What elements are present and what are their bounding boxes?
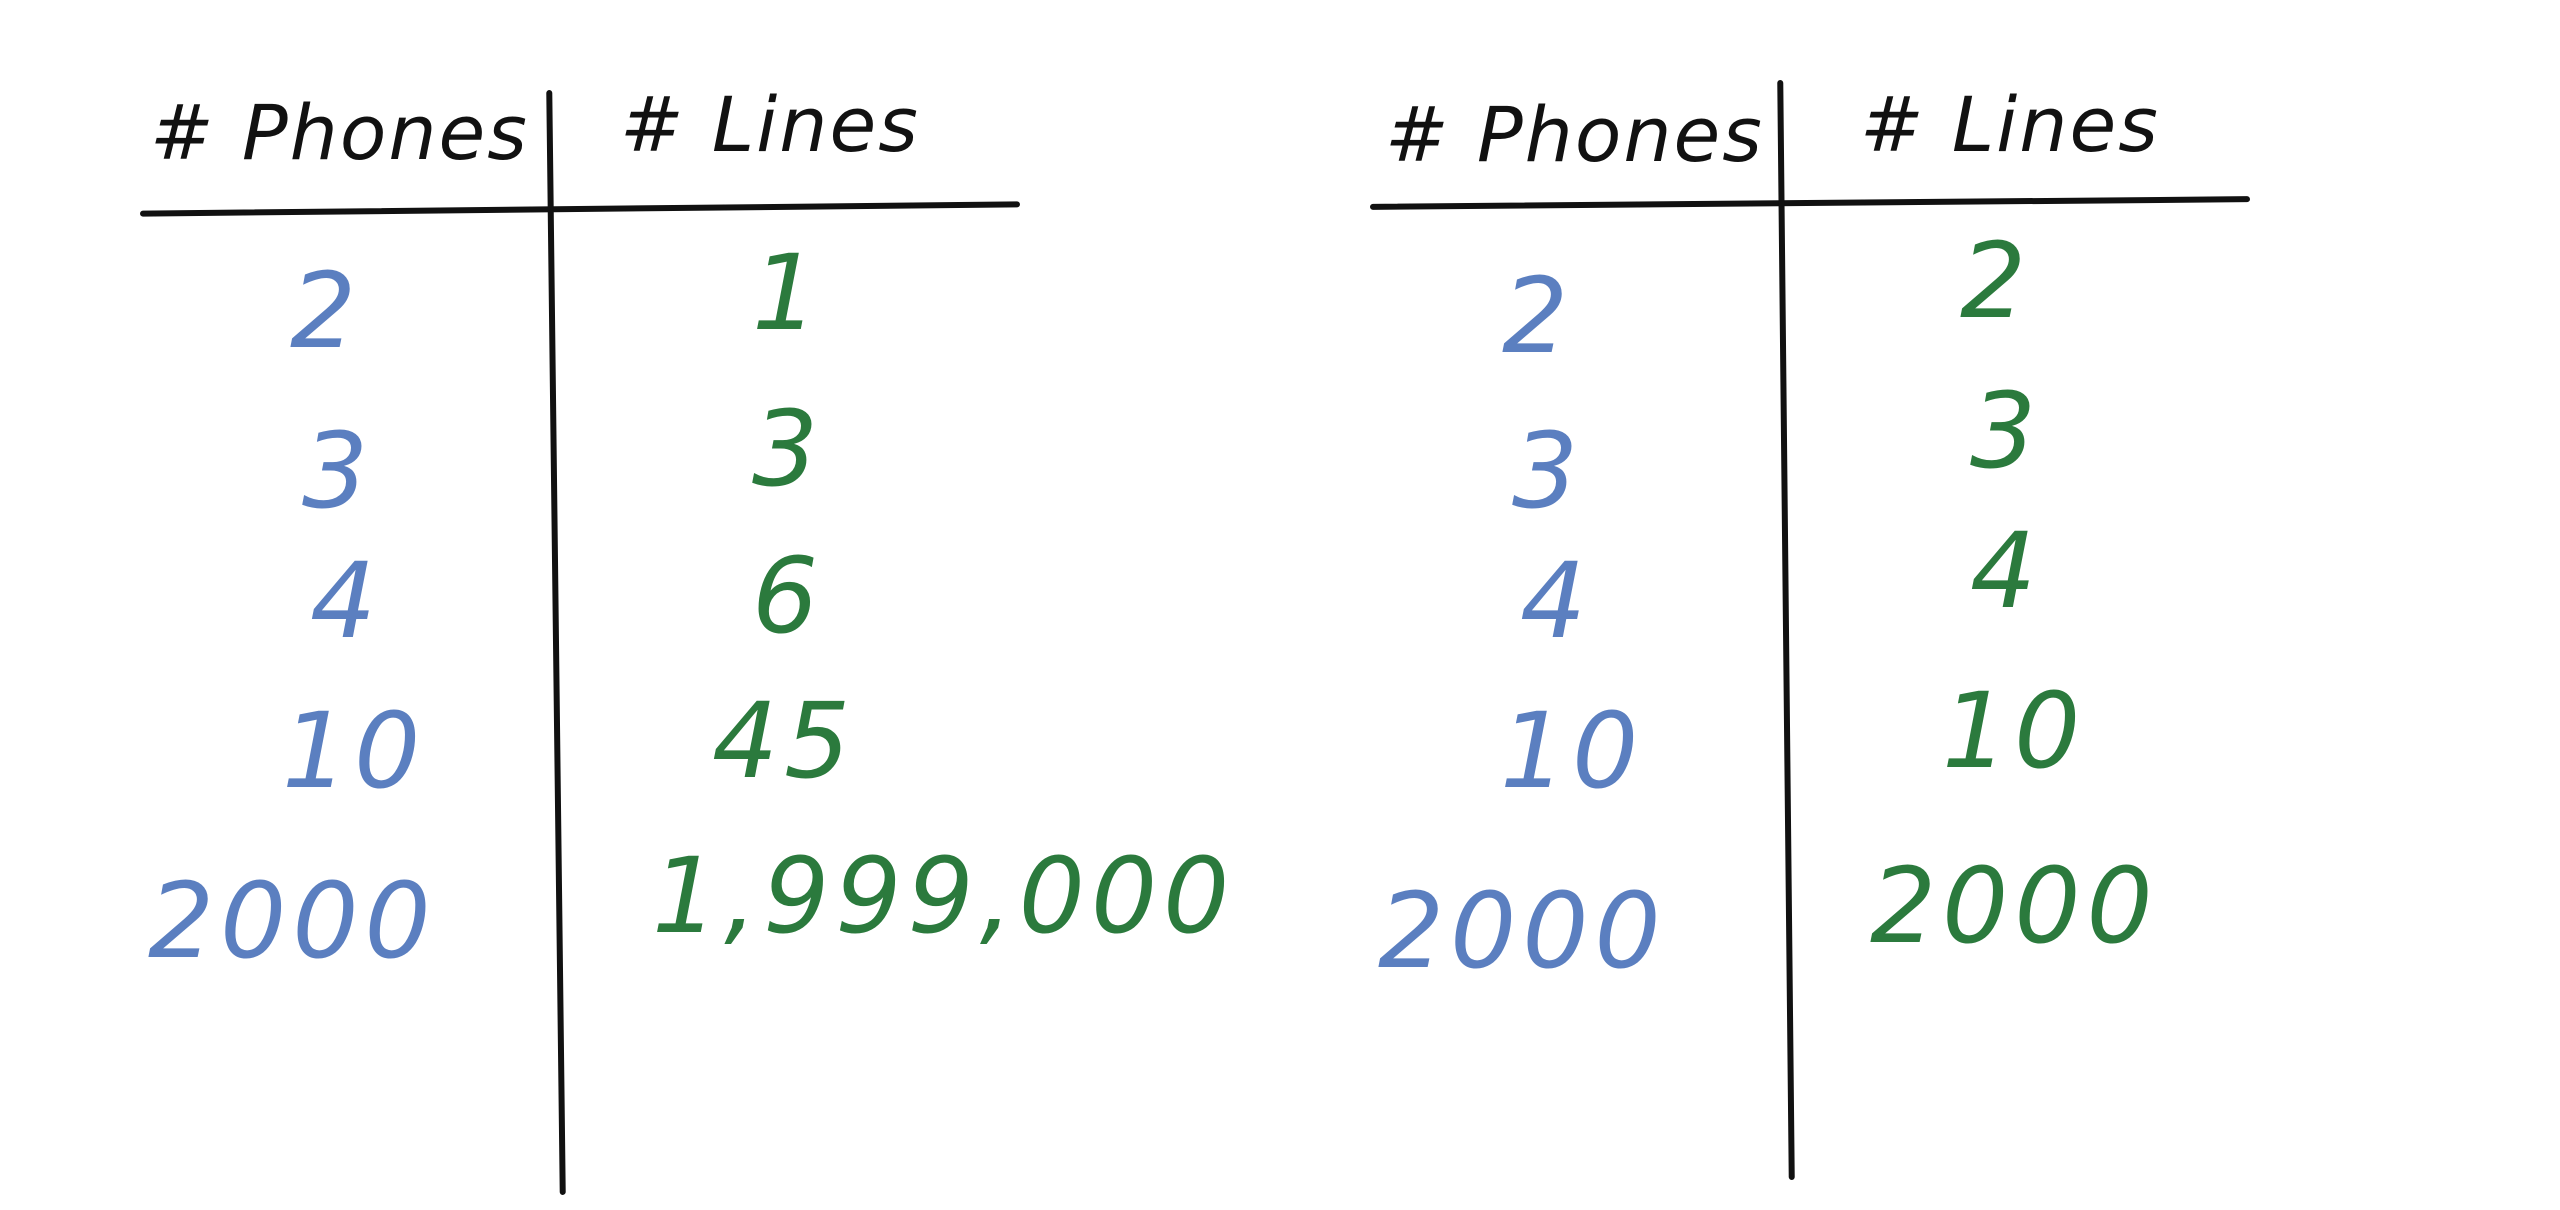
phones-cell: 2000 [1378,870,1667,992]
phones-cell: 3 [1512,410,1585,532]
phones-lines-table-hub: # Phones # Lines 2 2 3 3 4 4 10 10 2000 … [1230,0,2380,1210]
column-divider [1777,79,1795,1181]
lines-cell: 3 [1970,370,2043,492]
header-lines: # Lines [620,80,920,169]
phones-cell: 10 [282,690,427,812]
phones-cell: 4 [310,540,383,662]
lines-cell: 1,999,000 [652,835,1236,957]
header-lines: # Lines [1860,80,2160,169]
lines-cell: 3 [752,388,825,510]
lines-cell: 6 [752,535,825,657]
column-divider [546,90,566,1195]
phones-cell: 4 [1520,540,1593,662]
lines-cell: 45 [712,680,857,802]
lines-cell: 10 [1942,670,2087,792]
lines-cell: 4 [1970,510,2043,632]
header-phones: # Phones [1385,90,1764,179]
lines-cell: 1 [752,232,825,354]
phones-cell: 3 [302,410,375,532]
phones-lines-table-complete: # Phones # Lines 2 1 3 3 4 6 10 45 2000 … [0,0,1229,1210]
phones-cell: 2 [290,250,363,372]
phones-cell: 10 [1500,690,1645,812]
header-phones: # Phones [150,88,529,177]
header-underline [1369,196,2251,210]
phones-cell: 2000 [148,860,437,982]
lines-cell: 2 [1960,220,2033,342]
header-underline [139,201,1021,217]
phones-cell: 2 [1502,255,1575,377]
lines-cell: 2000 [1870,845,2159,967]
